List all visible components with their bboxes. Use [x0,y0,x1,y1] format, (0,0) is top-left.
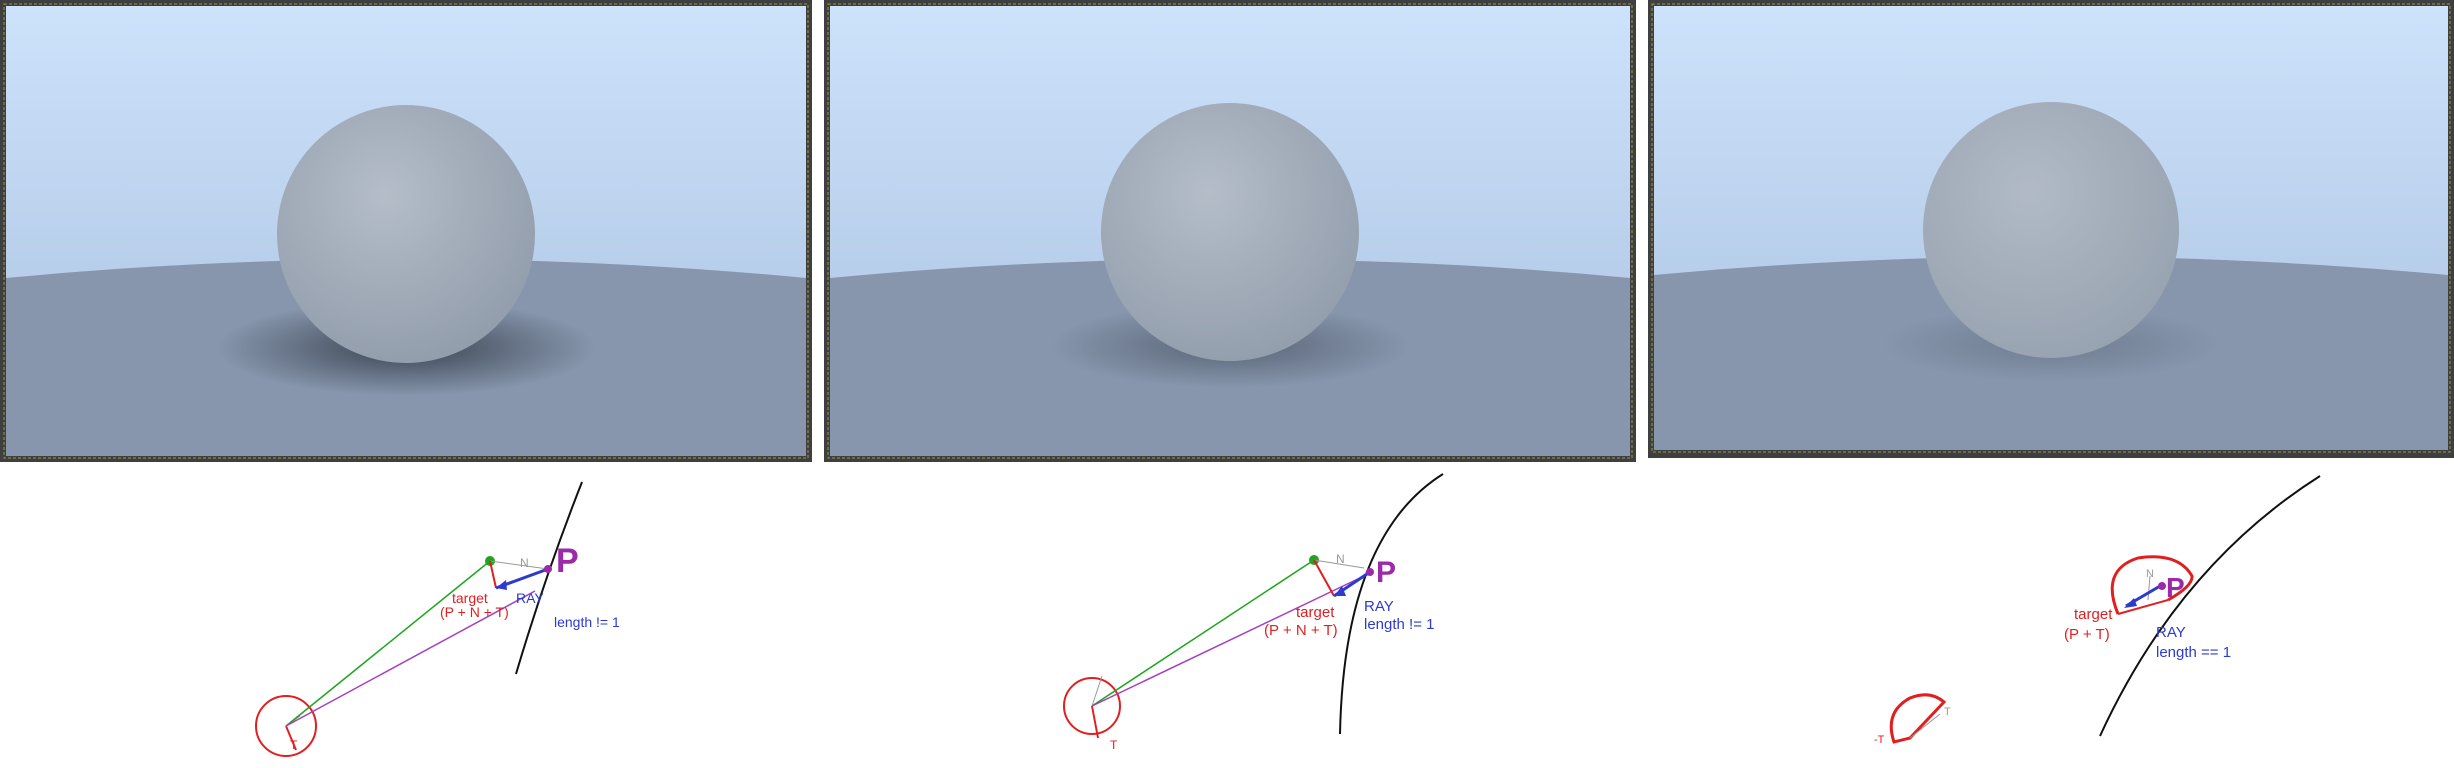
n-label: N [2146,568,2154,580]
p-label: P [2166,572,2185,603]
render-panel-3 [1648,0,2454,458]
normal-line [285,560,491,727]
target-label: target [452,590,488,606]
normal-line [1091,559,1315,707]
render-image-2 [824,0,1636,462]
diagram-3: P N T -T target (P + T) RAY length == 1 [1648,466,2452,768]
sphere [1101,103,1359,361]
unit-circle [1063,677,1121,735]
target-formula: (P + N + T) [1264,622,1338,639]
hemisphere [2110,555,2194,615]
n-label: N [520,556,529,570]
ray-label: RAY [516,590,544,606]
t-label: T [1944,706,1951,718]
sphere [277,105,535,363]
target-formula: (P + T) [2064,626,2110,643]
diagram-1: P N T target (P + N + T) RAY length != 1 [0,466,804,768]
t-label: T [290,738,298,752]
sphere [1923,102,2179,358]
render-image-3 [1648,0,2454,458]
p-label: P [556,542,579,580]
target-label: target [1296,604,1335,621]
neg-t-label: -T [1874,734,1885,746]
unit-circle [255,695,317,757]
render-image-1 [0,0,812,462]
target-label: target [2074,606,2113,623]
surface-curve [2099,475,2321,737]
point-p [1366,568,1374,576]
surface-curve [515,481,583,675]
render-panel-2 [824,0,1636,462]
length-label: length != 1 [554,614,620,630]
ray-label: RAY [2156,624,2186,641]
length-label: length != 1 [1364,616,1435,633]
hemisphere-neg [1889,693,1947,744]
n-label: N [1336,552,1345,566]
ray-line [1091,575,1365,707]
point-p [544,565,552,573]
target-formula: (P + N + T) [440,604,509,620]
p-label: P [1376,556,1397,589]
point-p [2158,582,2166,590]
length-label: length == 1 [2156,644,2232,661]
ray-line [285,590,536,727]
ray-label: RAY [1364,598,1394,615]
t-label: T [1110,738,1118,752]
render-panel-1 [0,0,812,462]
diagram-2: P N T target (P + N + T) RAY length != 1 [824,466,1628,768]
